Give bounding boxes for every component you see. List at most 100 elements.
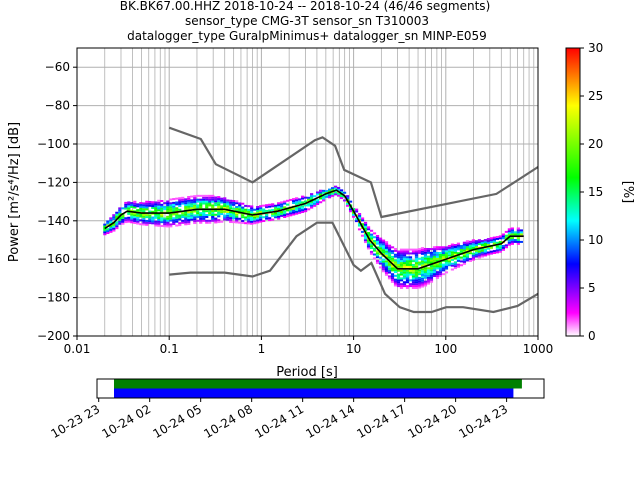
histogram-cell bbox=[202, 196, 206, 199]
histogram-cell bbox=[498, 244, 502, 247]
histogram-cell bbox=[387, 263, 392, 266]
histogram-cell bbox=[507, 239, 511, 242]
histogram-cell bbox=[432, 271, 437, 274]
histogram-cell bbox=[205, 215, 209, 218]
histogram-cell bbox=[402, 256, 407, 259]
histogram-cell bbox=[298, 209, 302, 212]
histogram-cell bbox=[468, 252, 473, 255]
histogram-cell bbox=[220, 197, 224, 200]
histogram-cell bbox=[157, 209, 161, 212]
histogram-cell bbox=[160, 217, 164, 220]
histogram-cell bbox=[423, 276, 428, 279]
histogram-cell bbox=[411, 275, 416, 278]
histogram-cell bbox=[268, 219, 272, 222]
histogram-cell bbox=[450, 249, 455, 252]
histogram-cell bbox=[468, 258, 473, 261]
histogram-cell bbox=[193, 218, 197, 221]
histogram-cell bbox=[324, 195, 329, 198]
histogram-cell bbox=[280, 201, 284, 204]
histogram-cell bbox=[426, 278, 431, 281]
histogram-cell bbox=[465, 244, 470, 247]
histogram-cell bbox=[208, 194, 212, 197]
histogram-cell bbox=[112, 227, 116, 230]
histogram-cell bbox=[166, 217, 170, 220]
plot-frame bbox=[76, 47, 539, 337]
histogram-cell bbox=[420, 262, 425, 265]
histogram-cell bbox=[429, 251, 434, 254]
histogram-cell bbox=[283, 212, 287, 215]
histogram-cell bbox=[339, 189, 344, 192]
histogram-cell bbox=[190, 201, 194, 204]
histogram-cell bbox=[369, 252, 374, 255]
histogram-cell bbox=[292, 209, 296, 212]
histogram-cell bbox=[390, 255, 395, 258]
histogram-cell bbox=[178, 199, 182, 202]
histogram-cell bbox=[127, 220, 131, 223]
x-tick-label: 0.1 bbox=[160, 342, 179, 356]
histogram-cell bbox=[405, 262, 410, 265]
histogram-cell bbox=[157, 207, 161, 210]
histogram-cell bbox=[235, 221, 239, 224]
histogram-cell bbox=[396, 252, 401, 255]
histogram-cell bbox=[429, 257, 434, 260]
histogram-cell bbox=[220, 207, 224, 210]
histogram-cell bbox=[369, 235, 374, 238]
histogram-cell bbox=[363, 237, 368, 240]
histogram-cell bbox=[462, 241, 467, 244]
histogram-cell bbox=[393, 259, 398, 262]
histogram-cell bbox=[453, 249, 458, 252]
y-tick-label: −60 bbox=[45, 60, 70, 74]
histogram-cell bbox=[375, 238, 380, 241]
histogram-cell bbox=[229, 203, 233, 206]
histogram-cell bbox=[399, 273, 404, 276]
histogram-cell bbox=[453, 265, 458, 268]
histogram-cell bbox=[408, 273, 413, 276]
histogram-cell bbox=[292, 213, 296, 216]
histogram-cell bbox=[423, 282, 428, 285]
histogram-cell bbox=[268, 217, 272, 220]
timeline-tick-label: 10-23 23 bbox=[48, 402, 102, 441]
histogram-cell bbox=[136, 205, 140, 208]
histogram-cell bbox=[366, 247, 371, 250]
histogram-cell bbox=[411, 265, 416, 268]
histogram-cell bbox=[259, 214, 263, 217]
histogram-cell bbox=[250, 209, 254, 212]
histogram-cell bbox=[483, 244, 488, 247]
histogram-cell bbox=[286, 199, 290, 202]
histogram-cell bbox=[456, 256, 461, 259]
histogram-cell bbox=[480, 253, 485, 256]
histogram-cell bbox=[253, 220, 257, 223]
histogram-cell bbox=[193, 222, 197, 225]
histogram-cell bbox=[271, 212, 275, 215]
histogram-cell bbox=[202, 198, 206, 201]
histogram-cell bbox=[420, 258, 425, 261]
histogram-cell bbox=[115, 211, 119, 214]
histogram-cell bbox=[208, 204, 212, 207]
histogram-cell bbox=[151, 218, 155, 221]
histogram-cell bbox=[184, 204, 188, 207]
histogram-cell bbox=[393, 261, 398, 264]
histogram-cell bbox=[423, 253, 428, 256]
histogram-cell bbox=[351, 211, 356, 214]
histogram-cell bbox=[441, 252, 446, 255]
histogram-cell bbox=[429, 265, 434, 268]
x-tick-label: 1000 bbox=[523, 342, 554, 356]
histogram-cell bbox=[202, 219, 206, 222]
histogram-cell bbox=[301, 207, 305, 210]
histogram-cell bbox=[408, 260, 413, 263]
histogram-cell bbox=[166, 219, 170, 222]
histogram-cell bbox=[244, 210, 248, 213]
histogram-cell bbox=[393, 278, 398, 281]
histogram-cell bbox=[118, 209, 122, 212]
histogram-cell bbox=[259, 220, 263, 223]
y-tick-label: −120 bbox=[37, 175, 70, 189]
histogram-cell bbox=[489, 246, 494, 249]
histogram-cell bbox=[202, 217, 206, 220]
histogram-cell bbox=[151, 216, 155, 219]
histogram-cell bbox=[127, 216, 131, 219]
histogram-cell bbox=[199, 214, 203, 217]
mode-curve-line bbox=[104, 189, 524, 270]
histogram-cell bbox=[423, 259, 428, 262]
histogram-cell bbox=[310, 200, 314, 203]
histogram-cell bbox=[405, 263, 410, 266]
